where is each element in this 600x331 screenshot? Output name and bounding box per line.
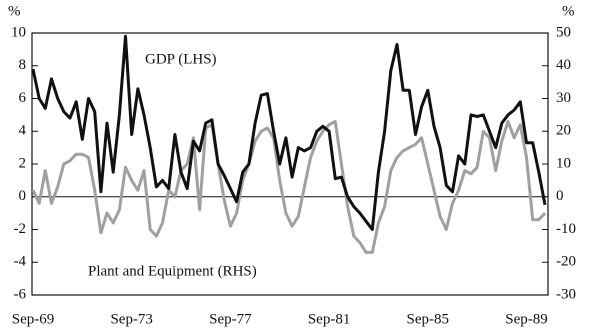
x-tick-label: Sep-77 — [209, 311, 252, 327]
x-tick-label: Sep-85 — [407, 311, 450, 327]
y2-tick-label: -30 — [556, 286, 576, 302]
series-annotation: GDP (LHS) — [145, 51, 217, 67]
y2-tick-label: 0 — [556, 188, 564, 204]
y-axis-label: % — [8, 3, 21, 19]
y-tick-label: 4 — [19, 123, 27, 139]
y2-tick-label: 50 — [556, 24, 571, 40]
y2-axis-label: % — [562, 3, 575, 19]
series-line — [31, 34, 547, 231]
y2-tick-label: 40 — [556, 57, 571, 73]
x-tick-label: Sep-89 — [505, 311, 548, 327]
y2-tick-label: 10 — [556, 155, 571, 171]
y-tick-label: 6 — [19, 90, 27, 106]
y-tick-label: 8 — [19, 57, 27, 73]
y2-tick-label: 30 — [556, 90, 571, 106]
y-tick-label: -6 — [14, 286, 27, 302]
x-tick-label: Sep-81 — [308, 311, 351, 327]
y-tick-label: -2 — [14, 221, 27, 237]
y2-tick-label: 20 — [556, 123, 571, 139]
y2-tick-label: -20 — [556, 254, 576, 270]
y2-tick-label: -10 — [556, 221, 576, 237]
y-tick-label: 10 — [11, 24, 26, 40]
series-annotation: Plant and Equipment (RHS) — [88, 263, 257, 279]
x-tick-label: Sep-73 — [110, 311, 153, 327]
y-tick-label: -4 — [14, 254, 27, 270]
y-tick-label: 2 — [19, 155, 27, 171]
series-line — [31, 119, 547, 254]
y-tick-label: 0 — [19, 188, 27, 204]
x-tick-label: Sep-69 — [12, 311, 55, 327]
